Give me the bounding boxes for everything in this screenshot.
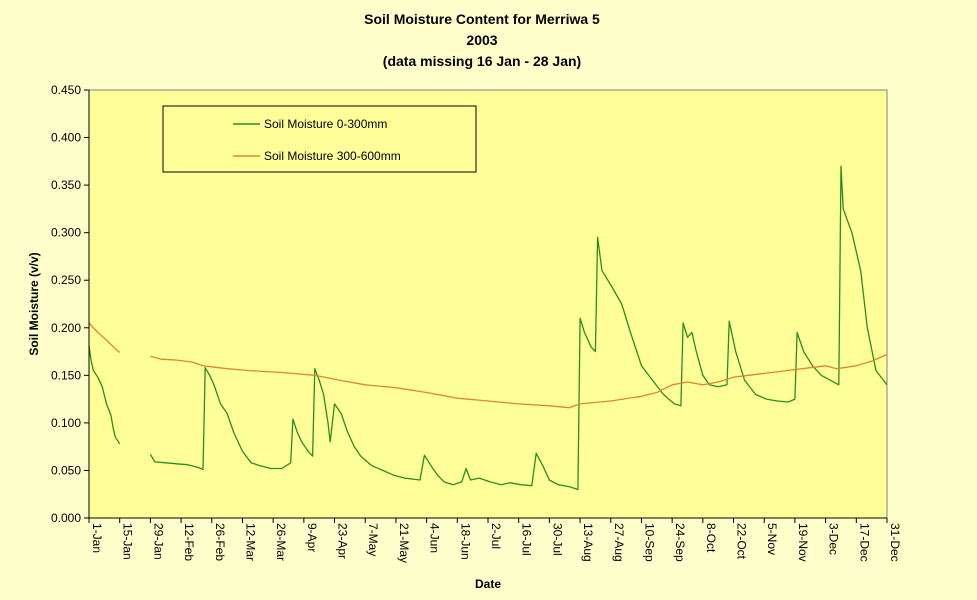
x-tick-label: 24-Sep: [673, 523, 687, 562]
x-tick-label: 7-May: [366, 523, 380, 556]
x-tick-label: 10-Sep: [642, 523, 656, 562]
y-tick-label: 0.100: [51, 416, 81, 430]
y-tick-label: 0.300: [51, 226, 81, 240]
x-tick-label: 29-Jan: [151, 523, 165, 560]
y-tick-label: 0.450: [51, 83, 81, 97]
legend: Soil Moisture 0-300mm Soil Moisture 300-…: [162, 105, 477, 173]
x-tick-label: 21-May: [397, 523, 411, 563]
chart-title-line-3: (data missing 16 Jan - 28 Jan): [383, 53, 581, 69]
y-tick-label: 0.050: [51, 463, 81, 477]
x-tick-label: 12-Mar: [243, 523, 257, 561]
x-tick-label: 16-Jul: [520, 523, 534, 556]
x-tick-label: 23-Apr: [336, 523, 350, 559]
x-tick-label: 12-Feb: [182, 523, 196, 561]
x-tick-label: 13-Aug: [581, 523, 595, 562]
x-tick-label: 26-Mar: [274, 523, 288, 561]
x-tick-label: 22-Oct: [735, 523, 749, 560]
x-axis-label: Date: [475, 577, 501, 591]
series-300-600mm-line-segment-1: [150, 353, 888, 409]
legend-box: [162, 105, 477, 173]
y-axis-ticks: 0.000 0.050 0.100 0.150 0.200 0.250 0.300 0.350…: [51, 83, 89, 525]
series-300-600mm-line-segment-0: [88, 322, 121, 353]
x-tick-label: 18-Jun: [458, 523, 472, 560]
series-group: [88, 165, 888, 491]
y-tick-label: 0.350: [51, 178, 81, 192]
x-tick-label: 27-Aug: [612, 523, 626, 562]
legend-label-0-300mm: Soil Moisture 0-300mm: [264, 117, 387, 131]
x-tick-label: 4-Jun: [428, 523, 442, 553]
chart-title-line-1: Soil Moisture Content for Merriwa 5: [364, 11, 600, 27]
series-0-300mm-line-segment-0: [88, 345, 121, 445]
x-tick-label: 9-Apr: [305, 523, 319, 552]
y-tick-label: 0.250: [51, 273, 81, 287]
x-tick-label: 2-Jul: [489, 523, 503, 549]
x-tick-label: 1-Jan: [90, 523, 104, 553]
x-axis-ticks: 1-Jan 15-Jan 29-Jan 12-Feb 26-Feb 12-Mar 26-Ma…: [88, 518, 902, 563]
y-tick-label: 0.400: [51, 131, 81, 145]
x-tick-label: 15-Jan: [121, 523, 135, 560]
x-tick-label: 31-Dec: [888, 523, 902, 562]
y-tick-label: 0.000: [51, 511, 81, 525]
x-tick-label: 3-Dec: [827, 523, 841, 555]
x-tick-label: 30-Jul: [550, 523, 564, 556]
y-tick-label: 0.150: [51, 368, 81, 382]
x-tick-label: 26-Feb: [213, 523, 227, 561]
x-tick-label: 8-Oct: [704, 523, 718, 553]
y-axis-label: Soil Moisture (v/v): [27, 252, 41, 355]
chart-title-line-2: 2003: [466, 32, 497, 48]
x-tick-label: 17-Dec: [857, 523, 871, 562]
x-tick-label: 19-Nov: [796, 523, 810, 562]
series-0-300mm-line-segment-1: [149, 165, 888, 491]
x-tick-label: 5-Nov: [765, 523, 779, 555]
legend-label-300-600mm: Soil Moisture 300-600mm: [264, 149, 401, 163]
y-tick-label: 0.200: [51, 321, 81, 335]
chart-title: Soil Moisture Content for Merriwa 5 2003…: [364, 11, 600, 69]
